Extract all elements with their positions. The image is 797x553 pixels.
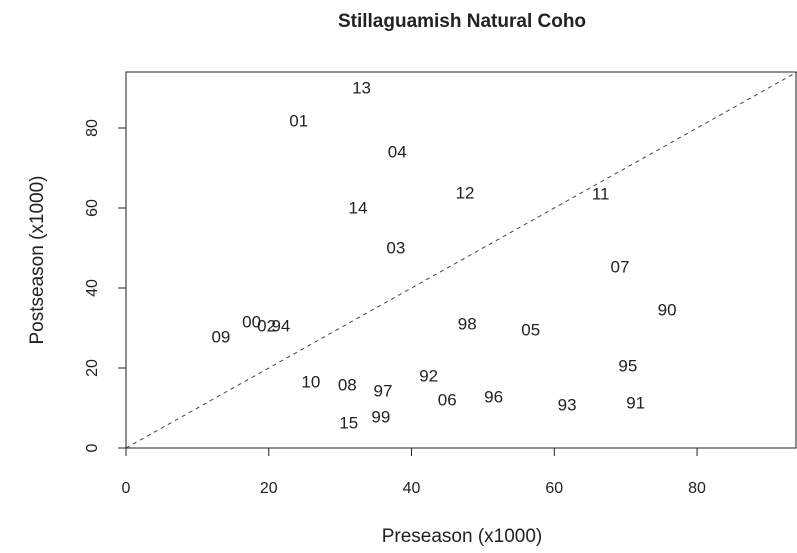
point-label: 00 xyxy=(242,312,261,331)
x-tick-label: 0 xyxy=(122,480,131,497)
point-label: 06 xyxy=(438,390,457,409)
point-label: 98 xyxy=(458,314,477,333)
x-tick-label: 60 xyxy=(545,480,563,497)
point-label: 07 xyxy=(611,257,630,276)
point-label: 90 xyxy=(658,300,677,319)
y-tick-label: 20 xyxy=(84,359,101,377)
point-label: 01 xyxy=(289,111,308,130)
point-label: 05 xyxy=(521,320,540,339)
x-tick-label: 20 xyxy=(260,480,278,497)
chart-title: Stillaguamish Natural Coho xyxy=(338,11,586,32)
point-label: 95 xyxy=(618,356,637,375)
point-label: 08 xyxy=(338,375,357,394)
point-label: 96 xyxy=(484,387,503,406)
y-tick-label: 60 xyxy=(84,199,101,217)
point-label: 12 xyxy=(456,183,475,202)
y-tick-label: 40 xyxy=(84,279,101,297)
point-label: 15 xyxy=(339,413,358,432)
x-axis-label: Preseason (x1000) xyxy=(382,526,543,547)
point-label: 02 xyxy=(257,316,276,335)
point-label: 91 xyxy=(626,393,645,412)
point-label: 11 xyxy=(592,184,610,203)
y-tick-label: 0 xyxy=(84,443,101,452)
point-label: 94 xyxy=(271,316,290,335)
point-label: 04 xyxy=(388,142,407,161)
point-label: 09 xyxy=(211,327,230,346)
plot-frame xyxy=(125,71,797,449)
point-label: 10 xyxy=(301,372,320,391)
y-tick-label: 80 xyxy=(84,119,101,137)
point-label: 13 xyxy=(352,78,371,97)
point-label: 92 xyxy=(419,366,438,385)
x-tick-label: 40 xyxy=(403,480,421,497)
reference-line xyxy=(125,71,797,449)
point-label: 93 xyxy=(558,395,577,414)
point-label: 03 xyxy=(386,238,405,257)
point-label: 14 xyxy=(349,198,368,217)
point-label: 99 xyxy=(371,407,390,426)
x-tick-label: 80 xyxy=(688,480,706,497)
y-axis-label: Postseason (x1000) xyxy=(27,176,48,345)
point-label: 97 xyxy=(374,381,393,400)
